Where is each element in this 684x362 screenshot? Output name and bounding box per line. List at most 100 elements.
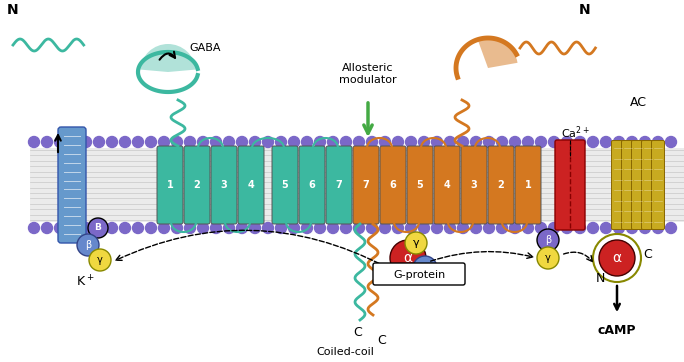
Circle shape <box>640 136 650 147</box>
Circle shape <box>146 136 157 147</box>
Circle shape <box>432 136 443 147</box>
Circle shape <box>562 223 573 233</box>
Text: 3: 3 <box>471 180 477 190</box>
Circle shape <box>588 136 598 147</box>
Circle shape <box>419 223 430 233</box>
Text: N: N <box>595 272 605 285</box>
Circle shape <box>419 136 430 147</box>
FancyBboxPatch shape <box>555 140 585 230</box>
Circle shape <box>458 136 469 147</box>
Circle shape <box>341 223 352 233</box>
Circle shape <box>159 136 170 147</box>
Circle shape <box>653 223 663 233</box>
FancyBboxPatch shape <box>380 146 406 224</box>
Circle shape <box>653 136 663 147</box>
Circle shape <box>172 223 183 233</box>
Wedge shape <box>140 44 196 72</box>
Circle shape <box>523 223 534 233</box>
Bar <box>30 148 684 222</box>
Circle shape <box>133 136 144 147</box>
Circle shape <box>107 223 118 233</box>
Circle shape <box>666 136 676 147</box>
FancyBboxPatch shape <box>299 146 325 224</box>
Circle shape <box>211 223 222 233</box>
Text: Coiled-coil: Coiled-coil <box>316 347 374 357</box>
Circle shape <box>29 223 40 233</box>
Circle shape <box>328 223 339 233</box>
Circle shape <box>601 223 611 233</box>
Circle shape <box>263 223 274 233</box>
Text: N: N <box>8 3 19 17</box>
FancyBboxPatch shape <box>631 140 644 230</box>
FancyBboxPatch shape <box>488 146 514 224</box>
FancyBboxPatch shape <box>407 146 433 224</box>
Circle shape <box>390 240 426 276</box>
Circle shape <box>250 136 261 147</box>
Circle shape <box>354 223 365 233</box>
Circle shape <box>413 256 437 280</box>
Circle shape <box>575 223 586 233</box>
FancyBboxPatch shape <box>622 140 635 230</box>
Circle shape <box>237 136 248 147</box>
Circle shape <box>224 136 235 147</box>
Text: C: C <box>644 248 653 261</box>
Circle shape <box>68 136 79 147</box>
Circle shape <box>211 136 222 147</box>
FancyBboxPatch shape <box>326 146 352 224</box>
Circle shape <box>536 136 547 147</box>
Text: 5: 5 <box>417 180 423 190</box>
Circle shape <box>185 223 196 233</box>
Circle shape <box>406 223 417 233</box>
Circle shape <box>315 136 326 147</box>
Circle shape <box>627 136 637 147</box>
Text: C: C <box>354 325 363 338</box>
FancyBboxPatch shape <box>611 140 624 230</box>
Text: α: α <box>612 251 622 265</box>
Circle shape <box>120 223 131 233</box>
Circle shape <box>198 136 209 147</box>
Circle shape <box>237 223 248 233</box>
Text: 4: 4 <box>444 180 450 190</box>
Circle shape <box>107 136 118 147</box>
Circle shape <box>497 223 508 233</box>
Circle shape <box>380 136 391 147</box>
FancyBboxPatch shape <box>353 146 379 224</box>
Circle shape <box>393 136 404 147</box>
Circle shape <box>614 136 624 147</box>
Text: 2: 2 <box>498 180 504 190</box>
Circle shape <box>640 223 650 233</box>
Circle shape <box>627 223 637 233</box>
Text: 2: 2 <box>194 180 200 190</box>
Circle shape <box>94 136 105 147</box>
Circle shape <box>484 223 495 233</box>
Circle shape <box>380 223 391 233</box>
Circle shape <box>537 247 559 269</box>
Circle shape <box>133 223 144 233</box>
Text: 4: 4 <box>248 180 254 190</box>
Circle shape <box>120 136 131 147</box>
Circle shape <box>68 223 79 233</box>
FancyBboxPatch shape <box>238 146 264 224</box>
Circle shape <box>614 223 624 233</box>
FancyBboxPatch shape <box>434 146 460 224</box>
FancyBboxPatch shape <box>461 146 487 224</box>
Circle shape <box>77 234 99 256</box>
Circle shape <box>445 136 456 147</box>
Circle shape <box>146 223 157 233</box>
Text: 6: 6 <box>390 180 396 190</box>
Circle shape <box>81 223 92 233</box>
Circle shape <box>575 136 586 147</box>
Text: K$^+$: K$^+$ <box>76 274 94 290</box>
Circle shape <box>250 223 261 233</box>
Circle shape <box>367 136 378 147</box>
Circle shape <box>302 136 313 147</box>
Circle shape <box>484 136 495 147</box>
Text: 7: 7 <box>363 180 369 190</box>
Circle shape <box>185 136 196 147</box>
Circle shape <box>289 223 300 233</box>
Circle shape <box>510 223 521 233</box>
Circle shape <box>405 232 427 254</box>
Circle shape <box>367 223 378 233</box>
Circle shape <box>276 223 287 233</box>
Text: 6: 6 <box>308 180 315 190</box>
